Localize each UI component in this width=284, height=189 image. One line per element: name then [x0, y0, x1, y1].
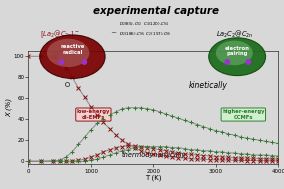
Text: $[La_2@C_{2n}]^-$: $[La_2@C_{2n}]^-$ — [40, 28, 80, 40]
Text: ●: ● — [223, 57, 230, 66]
Text: $D_2(186)$-$C_{96}$  $C_2(157)$-$C_{96}$: $D_2(186)$-$C_{96}$ $C_2(157)$-$C_{96}$ — [119, 30, 172, 38]
Text: $D_2(85)$-$C_{92}$  $C_4(120)$-$C_{94}$: $D_2(85)$-$C_{92}$ $C_4(120)$-$C_{94}$ — [119, 21, 169, 28]
Text: higher-energy
CCMFs: higher-energy CCMFs — [222, 109, 265, 120]
X-axis label: T (K): T (K) — [145, 175, 162, 181]
Text: low-energy
di-EMFs: low-energy di-EMFs — [77, 109, 110, 120]
Text: electron
pairing: electron pairing — [225, 46, 250, 57]
Text: thermodynamically: thermodynamically — [121, 152, 185, 158]
Text: ─: ─ — [111, 30, 115, 36]
Text: experimental capture: experimental capture — [93, 6, 219, 16]
Text: ●: ● — [81, 57, 88, 67]
Text: reactive
radical: reactive radical — [60, 44, 85, 55]
Text: ●: ● — [57, 57, 64, 67]
Text: kinetically: kinetically — [189, 81, 228, 90]
Text: $La_2C_2@C_{2n}$: $La_2C_2@C_{2n}$ — [216, 28, 253, 40]
Y-axis label: X (%): X (%) — [6, 98, 12, 117]
Text: ●: ● — [244, 57, 251, 66]
